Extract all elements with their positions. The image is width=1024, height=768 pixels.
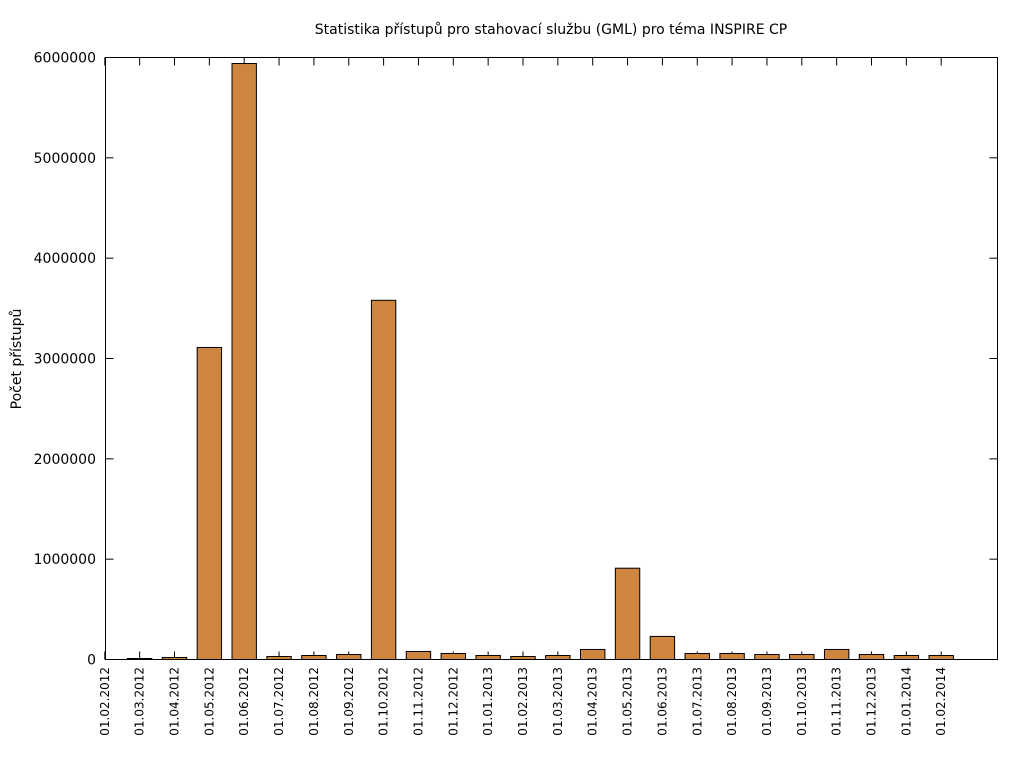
bar <box>893 654 920 661</box>
y-tick-label: 0 <box>87 653 96 669</box>
bar <box>789 653 815 661</box>
y-tick-label: 3000000 <box>34 352 96 368</box>
bar <box>405 650 432 660</box>
x-tick-label: 01.06.2013 <box>655 667 669 736</box>
bar <box>545 654 571 661</box>
x-tick-label: 01.11.2012 <box>411 667 425 736</box>
x-tick-label: 01.04.2012 <box>168 667 182 736</box>
bar <box>440 652 467 660</box>
bar <box>754 653 780 661</box>
bar <box>649 635 676 661</box>
x-tick-label: 01.01.2014 <box>899 667 913 736</box>
y-tick-label: 5000000 <box>34 151 96 167</box>
x-tick-label: 01.04.2013 <box>586 667 600 736</box>
y-tick-label: 4000000 <box>34 251 96 267</box>
bar <box>301 654 327 661</box>
x-tick-label: 01.08.2013 <box>725 667 739 736</box>
bar <box>580 648 606 661</box>
bar <box>231 63 257 660</box>
bar <box>336 653 362 661</box>
x-tick-label: 01.07.2012 <box>272 667 286 736</box>
y-tick-label: 6000000 <box>34 51 96 67</box>
x-tick-label: 01.05.2012 <box>202 667 216 736</box>
x-tick-label: 01.12.2012 <box>446 667 460 736</box>
bar <box>475 654 501 661</box>
x-tick-label: 01.07.2013 <box>690 667 704 736</box>
y-tick-label: 1000000 <box>34 552 96 568</box>
bar <box>823 648 850 661</box>
y-tick-label: 2000000 <box>34 452 96 468</box>
x-tick-label: 01.12.2013 <box>865 667 879 736</box>
bar <box>196 346 223 660</box>
x-tick-label: 01.10.2013 <box>795 667 809 736</box>
bar <box>614 567 641 660</box>
x-tick-label: 01.03.2012 <box>133 667 147 736</box>
x-tick-label: 01.06.2012 <box>237 667 251 736</box>
bar <box>719 652 745 660</box>
x-tick-label: 01.11.2013 <box>830 667 844 736</box>
x-tick-label: 01.01.2013 <box>481 667 495 736</box>
bar <box>684 652 710 660</box>
bars <box>126 63 954 661</box>
x-tick-label: 01.10.2012 <box>377 667 391 736</box>
x-tick-label: 01.03.2013 <box>551 667 565 736</box>
plot-frame <box>105 57 998 660</box>
x-tick-label: 01.02.2013 <box>516 667 530 736</box>
x-tick-label: 01.08.2012 <box>307 667 321 736</box>
x-tick-label: 01.09.2013 <box>760 667 774 736</box>
chart-title: Statistika přístupů pro stahovací službu… <box>315 22 788 38</box>
x-tick-label: 01.05.2013 <box>621 667 635 736</box>
x-tick-label: 01.09.2012 <box>342 667 356 736</box>
bar <box>370 299 397 660</box>
y-tick-labels: 0 1000000 2000000 3000000 4000000 5000000 6000… <box>34 51 96 669</box>
x-tick-labels: 01.02.2012 01.03.2012 01.04.2012 01.05.2012… <box>98 667 948 736</box>
x-tick-label: 01.02.2012 <box>98 667 112 736</box>
bar <box>928 654 954 661</box>
y-axis-label: Počet přístupů <box>9 309 25 410</box>
x-tick-label: 01.02.2014 <box>934 667 948 736</box>
bar <box>858 653 885 661</box>
